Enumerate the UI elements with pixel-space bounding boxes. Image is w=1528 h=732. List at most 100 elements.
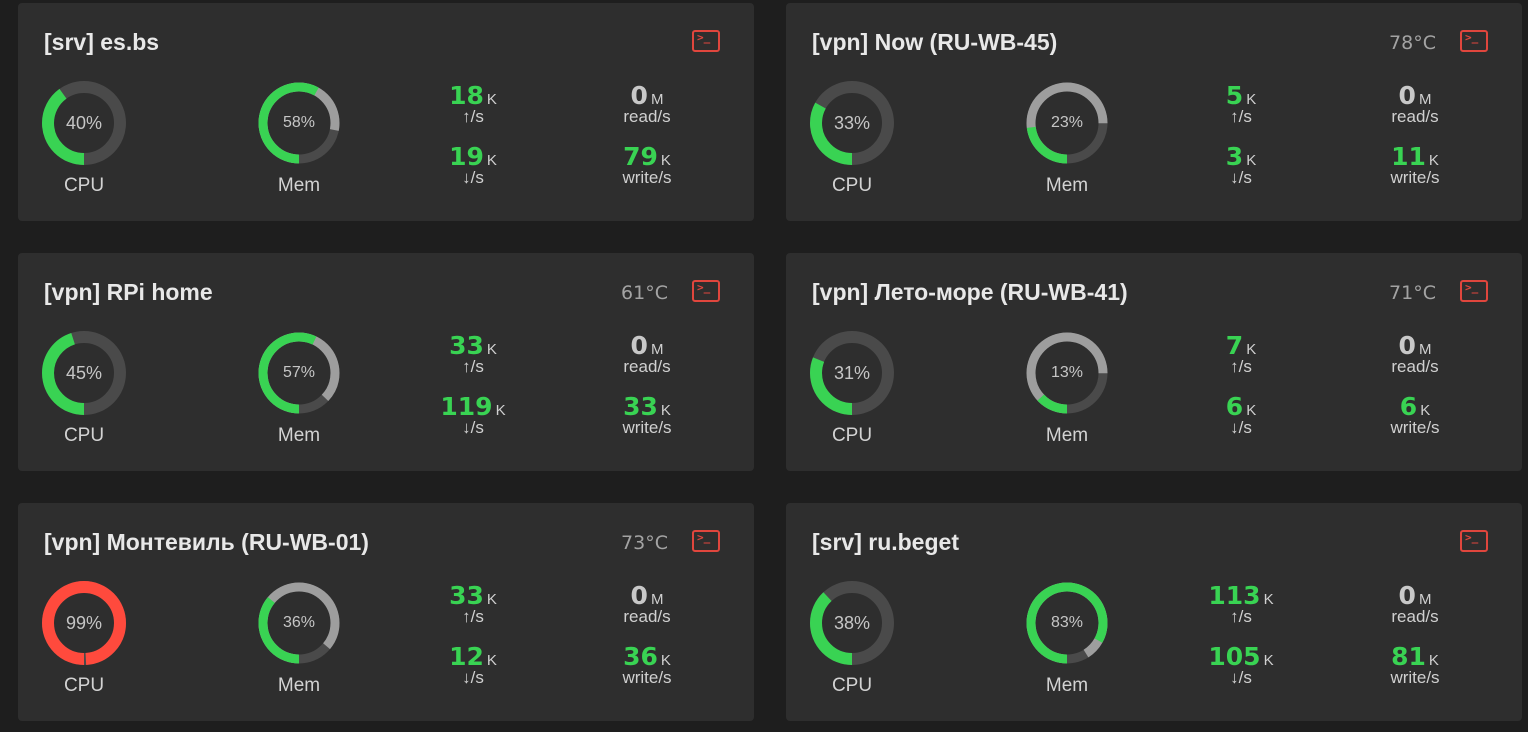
cpu-ring <box>810 81 894 165</box>
mem-label: Mem <box>277 675 321 696</box>
disk-read-label: read/s <box>1391 357 1439 376</box>
disk-read-unit: M <box>650 91 664 108</box>
cpu-ring-used <box>42 81 126 165</box>
disk-write-label: write/s <box>622 168 672 187</box>
net-up-value: 33 <box>449 331 484 360</box>
cpu-label: CPU <box>63 175 105 196</box>
server-title: [vpn] Now (RU-WB-45) <box>812 29 1058 55</box>
mem-label: Mem <box>277 175 321 196</box>
net-up-value: 33 <box>449 581 484 610</box>
net-down-value: 105 <box>1208 642 1261 671</box>
disk-write-unit: K <box>1428 652 1439 669</box>
disk-write-value: 81 <box>1391 642 1426 671</box>
net-up-value: 18 <box>449 81 484 110</box>
net-down-value: 3 <box>1225 142 1244 171</box>
disk-read-label: read/s <box>623 357 671 376</box>
disk-write-unit: K <box>660 652 671 669</box>
net-up-unit: K <box>1263 591 1274 608</box>
mem-percent: 23% <box>1050 114 1084 131</box>
cpu-gauge: 31% <box>809 330 895 416</box>
net-up-stat: 33 K ↑/s <box>418 331 528 377</box>
cpu-gauge: 45% <box>41 330 127 416</box>
temperature: 71°C <box>1389 282 1436 304</box>
net-down-value: 12 <box>449 642 484 671</box>
mem-ring <box>258 582 340 664</box>
cpu-gauge: 33% <box>809 80 895 166</box>
cpu-percent: 38% <box>833 613 871 633</box>
mem-percent: 57% <box>282 364 316 381</box>
mem-percent: 58% <box>282 114 316 131</box>
net-up-unit: K <box>486 91 497 108</box>
mem-percent: 83% <box>1050 614 1084 631</box>
server-card[interactable]: [vpn] Now (RU-WB-45) 78°C >_ 33% CPU 23%… <box>786 3 1522 221</box>
net-up-value: 5 <box>1225 81 1244 110</box>
terminal-icon[interactable]: >_ <box>692 530 720 552</box>
disk-read-label: read/s <box>1391 607 1439 626</box>
server-card[interactable]: [srv] es.bs >_ 40% CPU 58% Mem 18 K ↑/s 1… <box>18 3 754 221</box>
mem-gauge: 36% <box>256 580 342 666</box>
mem-gauge: 83% <box>1024 580 1110 666</box>
disk-write-stat: 33 K write/s <box>592 392 702 438</box>
disk-write-unit: K <box>660 402 671 419</box>
disk-read-value: 0 <box>1398 581 1416 610</box>
disk-read-value: 0 <box>630 81 648 110</box>
net-down-label: ↓/s <box>1230 168 1252 187</box>
net-up-unit: K <box>486 341 497 358</box>
mem-ring <box>1026 82 1108 164</box>
server-card[interactable]: [srv] ru.beget >_ 38% CPU 83% Mem 113 K ↑… <box>786 503 1522 721</box>
terminal-icon[interactable]: >_ <box>1460 280 1488 302</box>
net-down-unit: K <box>1246 402 1257 419</box>
net-down-label: ↓/s <box>462 668 484 687</box>
server-card[interactable]: [vpn] Лето-море (RU-WB-41) 71°C >_ 31% C… <box>786 253 1522 471</box>
cpu-percent: 31% <box>833 363 871 383</box>
terminal-icon[interactable]: >_ <box>692 30 720 52</box>
terminal-icon[interactable]: >_ <box>1460 530 1488 552</box>
net-down-value: 6 <box>1225 392 1244 421</box>
server-title: [srv] ru.beget <box>812 529 959 555</box>
disk-read-value: 0 <box>630 581 648 610</box>
net-down-unit: K <box>1246 152 1257 169</box>
mem-ring-used <box>258 82 340 164</box>
terminal-icon[interactable]: >_ <box>1460 30 1488 52</box>
net-down-unit: K <box>1263 652 1274 669</box>
mem-gauge: 58% <box>256 80 342 166</box>
server-title: [srv] es.bs <box>44 29 160 55</box>
mem-ring-used <box>258 332 340 414</box>
mem-percent: 36% <box>282 614 316 631</box>
mem-percent: 13% <box>1050 364 1084 381</box>
net-down-stat: 19 K ↓/s <box>418 142 528 188</box>
net-up-value: 7 <box>1225 331 1244 360</box>
mem-label: Mem <box>277 425 321 446</box>
server-card[interactable]: [vpn] RPi home 61°C >_ 45% CPU 57% Mem 3… <box>18 253 754 471</box>
net-up-stat: 33 K ↑/s <box>418 581 528 627</box>
mem-ring <box>258 332 340 414</box>
disk-write-stat: 11 K write/s <box>1360 142 1470 188</box>
cpu-label: CPU <box>831 175 873 196</box>
disk-write-label: write/s <box>1390 168 1440 187</box>
disk-write-value: 33 <box>623 392 658 421</box>
cpu-gauge: 99% <box>41 580 127 666</box>
cpu-percent: 45% <box>65 363 103 383</box>
disk-read-unit: M <box>1418 341 1432 358</box>
mem-label: Mem <box>1045 175 1089 196</box>
disk-write-unit: K <box>660 152 671 169</box>
disk-write-unit: K <box>1428 152 1439 169</box>
cpu-label: CPU <box>63 675 105 696</box>
net-down-label: ↓/s <box>1230 668 1252 687</box>
terminal-icon[interactable]: >_ <box>692 280 720 302</box>
server-card[interactable]: [vpn] Монтевиль (RU-WB-01) 73°C >_ 99% C… <box>18 503 754 721</box>
cpu-label: CPU <box>831 425 873 446</box>
cpu-ring-used <box>810 81 894 165</box>
net-down-label: ↓/s <box>1230 418 1252 437</box>
cpu-percent: 99% <box>65 613 103 633</box>
net-up-label: ↑/s <box>462 607 484 626</box>
disk-write-label: write/s <box>622 418 672 437</box>
net-up-unit: K <box>486 591 497 608</box>
net-up-unit: K <box>1246 341 1257 358</box>
cpu-ring <box>42 331 126 415</box>
mem-ring-used <box>1026 582 1108 664</box>
